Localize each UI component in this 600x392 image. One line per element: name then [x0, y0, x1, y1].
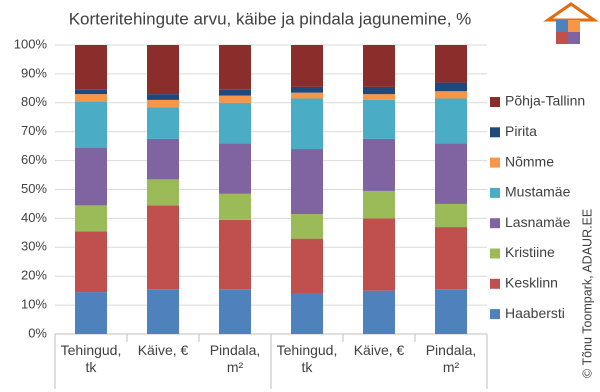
bar-segment [219, 193, 251, 220]
y-tick-label: 50% [21, 181, 47, 196]
bar-segment [435, 289, 467, 334]
bar-segment [219, 95, 251, 103]
bar-segment [147, 94, 179, 100]
credit: © Tõnu Toompark, ADAUR.EE [580, 209, 594, 378]
bar-segment [219, 219, 251, 290]
y-tick-label: 90% [21, 65, 47, 80]
legend-label: Lasnamäe [505, 214, 571, 230]
bar-segment [435, 98, 467, 144]
bar-segment [291, 238, 323, 294]
bar-segment [363, 190, 395, 219]
bar-segment [291, 92, 323, 99]
legend-swatch [490, 157, 500, 168]
x-tick-label: Pindala, m² [425, 342, 477, 375]
y-tick-label: 0% [28, 325, 47, 340]
bar-segment [75, 94, 107, 102]
bar-segment [219, 45, 251, 90]
bar-segment [147, 99, 179, 108]
bar-segment [363, 290, 395, 334]
legend-swatch [490, 187, 500, 198]
bar-segment [147, 179, 179, 206]
bar-segment [147, 45, 179, 95]
legend-label: Haabersti [505, 305, 565, 321]
bar-segment [75, 101, 107, 148]
x-tick-label: Pindala, m² [209, 342, 261, 375]
bar-segment [363, 138, 395, 191]
bar-segment [291, 86, 323, 93]
bar-segment [75, 231, 107, 293]
logo [543, 2, 599, 44]
bar-segment [363, 99, 395, 139]
y-tick-label: 20% [21, 268, 47, 283]
x-tick-label: Tehingud, tk [276, 342, 338, 375]
legend-swatch [490, 218, 500, 229]
bar-segment [219, 89, 251, 96]
y-tick-label: 60% [21, 152, 47, 167]
bar-segment [291, 214, 323, 239]
y-tick-label: 100% [14, 36, 48, 51]
legend-swatch [490, 97, 500, 107]
bar-segment [147, 289, 179, 334]
y-tick-label: 80% [21, 94, 47, 109]
bar-segment [363, 94, 395, 100]
bar-segment [435, 82, 467, 92]
x-tick-label: Tehingud, tk [60, 342, 122, 375]
x-tick-label: Käive, € [353, 342, 405, 358]
y-tick-label: 40% [21, 210, 47, 225]
chart-title: Korteritehingute arvu, käibe ja pindala … [69, 9, 472, 28]
bar-segment [435, 45, 467, 83]
bar-segment [147, 107, 179, 139]
legend-label: Nõmme [505, 153, 554, 169]
bar-segment [291, 149, 323, 215]
bar-segment [147, 138, 179, 180]
legend-swatch [490, 248, 500, 259]
bar-segment [435, 91, 467, 99]
y-tick-label: 10% [21, 297, 47, 312]
legend-label: Kesklinn [505, 275, 558, 291]
bar-segment [363, 218, 395, 291]
legend-swatch [490, 309, 500, 320]
bar-segment [75, 45, 107, 90]
bar-segment [435, 227, 467, 290]
legend-swatch [490, 127, 500, 138]
bar-segment [435, 203, 467, 228]
legend-label: Kristiine [505, 244, 555, 260]
bar-segment [291, 293, 323, 334]
y-tick-label: 70% [21, 123, 47, 138]
bar-segment [75, 292, 107, 334]
bar-segment [75, 89, 107, 95]
bar-segment [435, 143, 467, 204]
legend-swatch [490, 278, 500, 289]
bar-segment [219, 102, 251, 144]
y-tick-label: 30% [21, 239, 47, 254]
legend-label: Põhja-Tallinn [505, 93, 585, 109]
bar-segment [363, 86, 395, 95]
bar-segment [363, 45, 395, 87]
credit-box: © Tõnu Toompark, ADAUR.EE [579, 188, 595, 378]
bar-segment [75, 147, 107, 206]
bar-segment [219, 289, 251, 334]
bar-segment [291, 98, 323, 150]
bar-segment [147, 205, 179, 290]
bar-segment [291, 45, 323, 87]
x-tick-label: Käive, € [137, 342, 189, 358]
legend-label: Mustamäe [505, 184, 571, 200]
bar-segment [219, 143, 251, 194]
legend-label: Pirita [505, 123, 537, 139]
bar-segment [75, 205, 107, 232]
